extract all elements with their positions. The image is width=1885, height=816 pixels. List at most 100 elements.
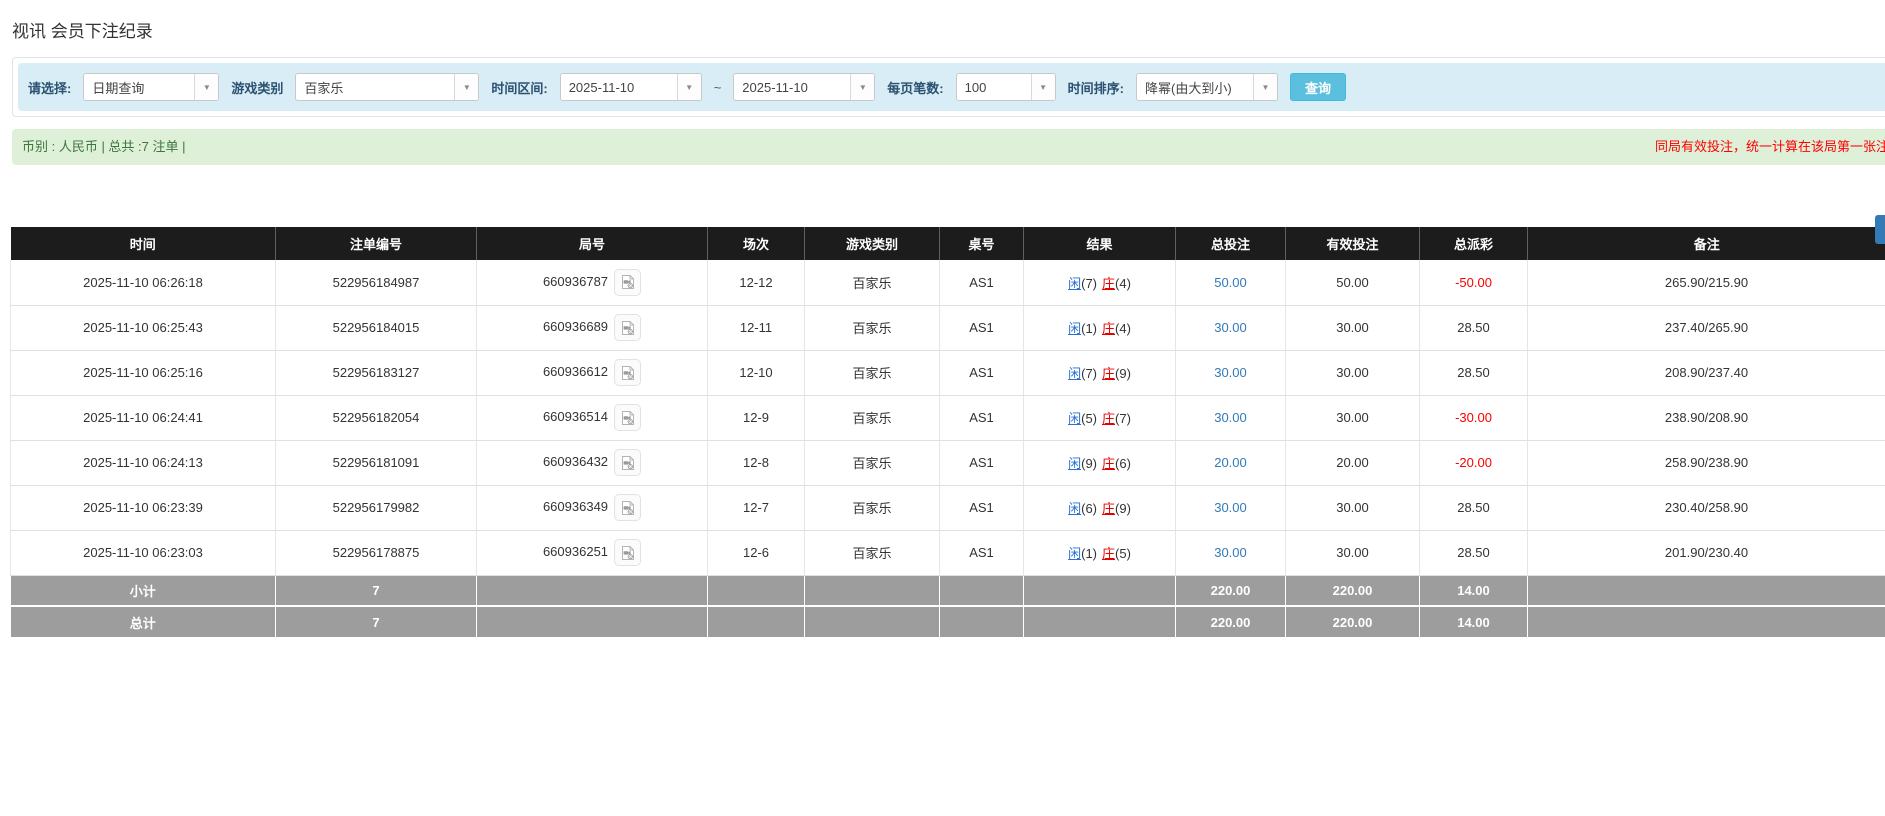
result-banker-link[interactable]: 庄	[1102, 321, 1115, 336]
result-player-link[interactable]: 闲	[1068, 546, 1081, 561]
chevron-down-icon[interactable]: ▼	[1031, 74, 1055, 100]
cell-bet-id: 522956184015	[276, 305, 477, 350]
header-payout: 总派彩	[1420, 227, 1528, 260]
total-bet-link[interactable]: 30.00	[1214, 500, 1247, 515]
result-player-link[interactable]: 闲	[1068, 501, 1081, 516]
cell-result: 闲(6)庄(9)	[1024, 485, 1176, 530]
video-replay-icon[interactable]	[614, 314, 641, 341]
chevron-down-icon[interactable]: ▼	[850, 74, 874, 100]
valid-bet-note: 同局有效投注，统一计算在该局第一张注单内	[1655, 129, 1885, 165]
result-banker-score: (5)	[1115, 546, 1131, 561]
cell-table-no: AS1	[940, 440, 1024, 485]
total-bet-link[interactable]: 30.00	[1214, 320, 1247, 335]
bet-records-table: 时间 注单编号 局号 场次 游戏类别 桌号 结果 总投注 有效投注 总派彩 备注…	[10, 227, 1885, 637]
result-player-link[interactable]: 闲	[1068, 411, 1081, 426]
sort-order-combo[interactable]: ▼	[1136, 73, 1278, 101]
cell-remark: 258.90/238.90	[1528, 440, 1885, 485]
total-label: 总计	[11, 606, 276, 637]
result-player-link[interactable]: 闲	[1068, 276, 1081, 291]
page-size-combo[interactable]: ▼	[956, 73, 1056, 101]
game-type-input[interactable]	[296, 74, 454, 100]
video-replay-icon[interactable]	[614, 359, 641, 386]
cell-bet-id: 522956181091	[276, 440, 477, 485]
video-replay-icon[interactable]	[614, 449, 641, 476]
cell-result: 闲(7)庄(9)	[1024, 350, 1176, 395]
video-replay-icon[interactable]	[614, 404, 641, 431]
round-id-text: 660936787	[543, 274, 608, 289]
chevron-down-icon[interactable]: ▼	[677, 74, 701, 100]
result-banker-score: (9)	[1115, 366, 1131, 381]
date-range-label: 时间区间:	[491, 78, 547, 97]
total-bet-link[interactable]: 30.00	[1214, 365, 1247, 380]
subtotal-label: 小计	[11, 575, 276, 606]
header-game-type: 游戏类别	[805, 227, 940, 260]
total-row: 总计 7 220.00 220.00 14.00	[11, 606, 1885, 637]
result-banker-link[interactable]: 庄	[1102, 366, 1115, 381]
date-from-input[interactable]	[561, 74, 677, 100]
sort-order-input[interactable]	[1137, 74, 1253, 100]
date-from-combo[interactable]: ▼	[560, 73, 702, 101]
game-type-label: 游戏类别	[231, 78, 283, 97]
video-replay-icon[interactable]	[614, 269, 641, 296]
search-button[interactable]: 查询	[1290, 73, 1346, 101]
table-row: 2025-11-10 06:24:13 522956181091 6609364…	[11, 440, 1885, 485]
cell-round-id: 660936514	[477, 395, 708, 440]
cell-valid-bet: 30.00	[1286, 305, 1420, 350]
cell-valid-bet: 30.00	[1286, 395, 1420, 440]
result-banker-link[interactable]: 庄	[1102, 276, 1115, 291]
cell-bet-id: 522956179982	[276, 485, 477, 530]
cell-game-type: 百家乐	[805, 350, 940, 395]
cell-payout: -50.00	[1420, 260, 1528, 305]
result-banker-link[interactable]: 庄	[1102, 501, 1115, 516]
chevron-down-icon[interactable]: ▼	[194, 74, 218, 100]
export-button-clipped[interactable]	[1875, 215, 1885, 244]
cell-game-type: 百家乐	[805, 395, 940, 440]
total-bet-link[interactable]: 50.00	[1214, 275, 1247, 290]
total-bet-link[interactable]: 20.00	[1214, 455, 1247, 470]
cell-round-id: 660936251	[477, 530, 708, 575]
chevron-down-icon[interactable]: ▼	[1253, 74, 1277, 100]
filter-bar: 请选择: ▼ 游戏类别 ▼ 时间区间: ▼ ~ ▼ 每页笔数: ▼ 时间排序: …	[18, 63, 1885, 111]
result-player-score: (9)	[1081, 456, 1097, 471]
total-bet-link[interactable]: 30.00	[1214, 410, 1247, 425]
result-banker-score: (4)	[1115, 276, 1131, 291]
header-session: 场次	[708, 227, 805, 260]
round-id-text: 660936514	[543, 409, 608, 424]
cell-result: 闲(7)庄(4)	[1024, 260, 1176, 305]
result-banker-link[interactable]: 庄	[1102, 546, 1115, 561]
video-replay-icon[interactable]	[614, 494, 641, 521]
result-banker-link[interactable]: 庄	[1102, 411, 1115, 426]
round-id-text: 660936251	[543, 544, 608, 559]
result-banker-link[interactable]: 庄	[1102, 456, 1115, 471]
filter-panel: 请选择: ▼ 游戏类别 ▼ 时间区间: ▼ ~ ▼ 每页笔数: ▼ 时间排序: …	[12, 57, 1885, 117]
page-size-input[interactable]	[957, 74, 1031, 100]
cell-table-no: AS1	[940, 485, 1024, 530]
query-type-combo[interactable]: ▼	[83, 73, 219, 101]
video-replay-icon[interactable]	[614, 539, 641, 566]
result-player-link[interactable]: 闲	[1068, 456, 1081, 471]
result-player-link[interactable]: 闲	[1068, 366, 1081, 381]
total-bet-link[interactable]: 30.00	[1214, 545, 1247, 560]
cell-payout: 28.50	[1420, 485, 1528, 530]
cell-time: 2025-11-10 06:23:39	[11, 485, 276, 530]
date-to-combo[interactable]: ▼	[733, 73, 875, 101]
cell-game-type: 百家乐	[805, 260, 940, 305]
cell-remark: 201.90/230.40	[1528, 530, 1885, 575]
date-to-input[interactable]	[734, 74, 850, 100]
cell-valid-bet: 30.00	[1286, 485, 1420, 530]
game-type-combo[interactable]: ▼	[295, 73, 479, 101]
cell-payout: -30.00	[1420, 395, 1528, 440]
cell-payout: 28.50	[1420, 530, 1528, 575]
query-type-label: 请选择:	[28, 78, 71, 97]
chevron-down-icon[interactable]: ▼	[454, 74, 478, 100]
result-banker-score: (7)	[1115, 411, 1131, 426]
cell-total-bet: 30.00	[1176, 305, 1286, 350]
cell-round-id: 660936787	[477, 260, 708, 305]
cell-bet-id: 522956184987	[276, 260, 477, 305]
table-row: 2025-11-10 06:24:41 522956182054 6609365…	[11, 395, 1885, 440]
cell-session: 12-7	[708, 485, 805, 530]
result-player-link[interactable]: 闲	[1068, 321, 1081, 336]
cell-valid-bet: 30.00	[1286, 350, 1420, 395]
result-player-score: (1)	[1081, 546, 1097, 561]
query-type-input[interactable]	[84, 74, 194, 100]
